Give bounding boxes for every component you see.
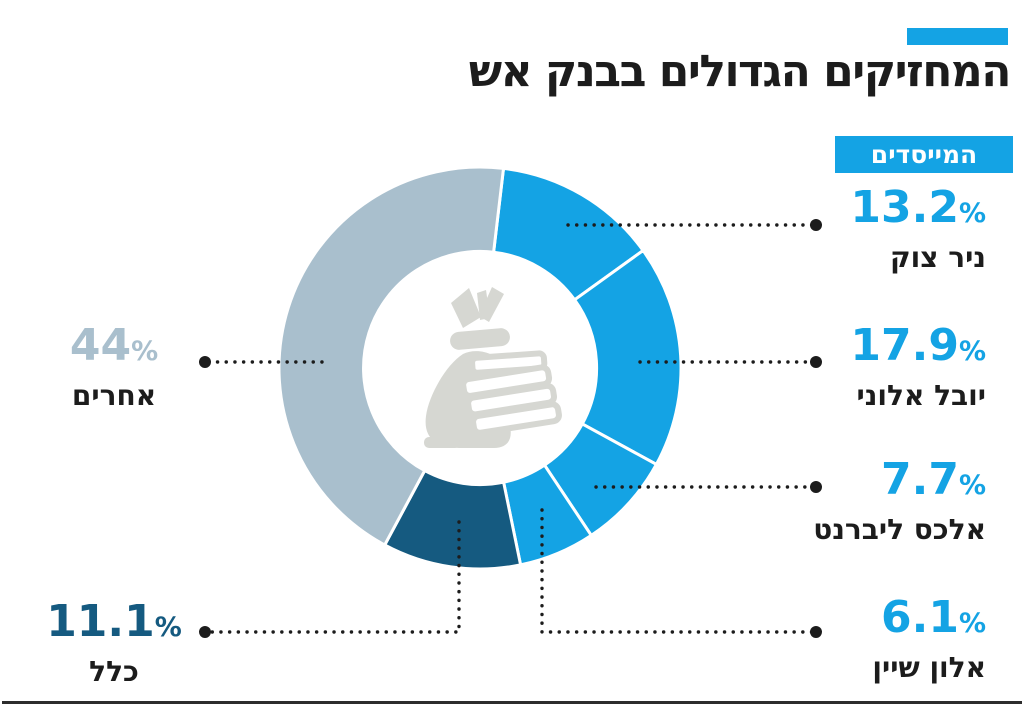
label-nir-tsuk: 13.2% ניר צוק — [850, 186, 986, 274]
label-yuval-aloni: 17.9% יובל אלוני — [850, 324, 986, 412]
label-others: 44% אחרים — [38, 324, 190, 412]
leader-lines — [199, 219, 822, 638]
accent-bar — [907, 28, 1008, 45]
money-bag-icon — [424, 287, 562, 448]
percent-value: 11.1% — [46, 596, 182, 647]
leader-line-4 — [203, 520, 461, 634]
percent-value: 17.9% — [850, 320, 986, 371]
leader-dot-5 — [199, 356, 211, 368]
leader-dot-1 — [810, 356, 822, 368]
percent-value: 13.2% — [850, 182, 986, 233]
label-alex-livrent: 7.7% אלכס ליברנט — [813, 458, 986, 546]
donut-segments — [277, 165, 683, 571]
label-clal: 11.1% כלל — [38, 600, 190, 688]
donut-segment-1 — [572, 248, 683, 467]
leader-dot-2 — [810, 481, 822, 493]
holder-name: ניר צוק — [889, 241, 986, 274]
holder-name: אלכס ליברנט — [813, 513, 986, 546]
donut-segment-5 — [277, 165, 506, 548]
percent-value: 7.7% — [880, 454, 986, 505]
bottom-divider — [2, 701, 1022, 704]
holder-name: כלל — [89, 655, 139, 688]
leader-line-3 — [540, 508, 818, 634]
leader-dot-3 — [810, 626, 822, 638]
percent-value: 44% — [69, 320, 159, 371]
leader-dot-4 — [199, 626, 211, 638]
holder-name: יובל אלוני — [856, 379, 987, 412]
founders-tag: המייסדים — [835, 136, 1013, 173]
holder-name: אחרים — [71, 379, 157, 412]
percent-value: 6.1% — [880, 592, 986, 643]
holder-name: אלון שיין — [872, 651, 986, 684]
leader-dot-0 — [810, 219, 822, 231]
page-title: המחזיקים הגדולים בבנק אש — [468, 46, 1012, 97]
label-alon-shein: 6.1% אלון שיין — [872, 596, 986, 684]
